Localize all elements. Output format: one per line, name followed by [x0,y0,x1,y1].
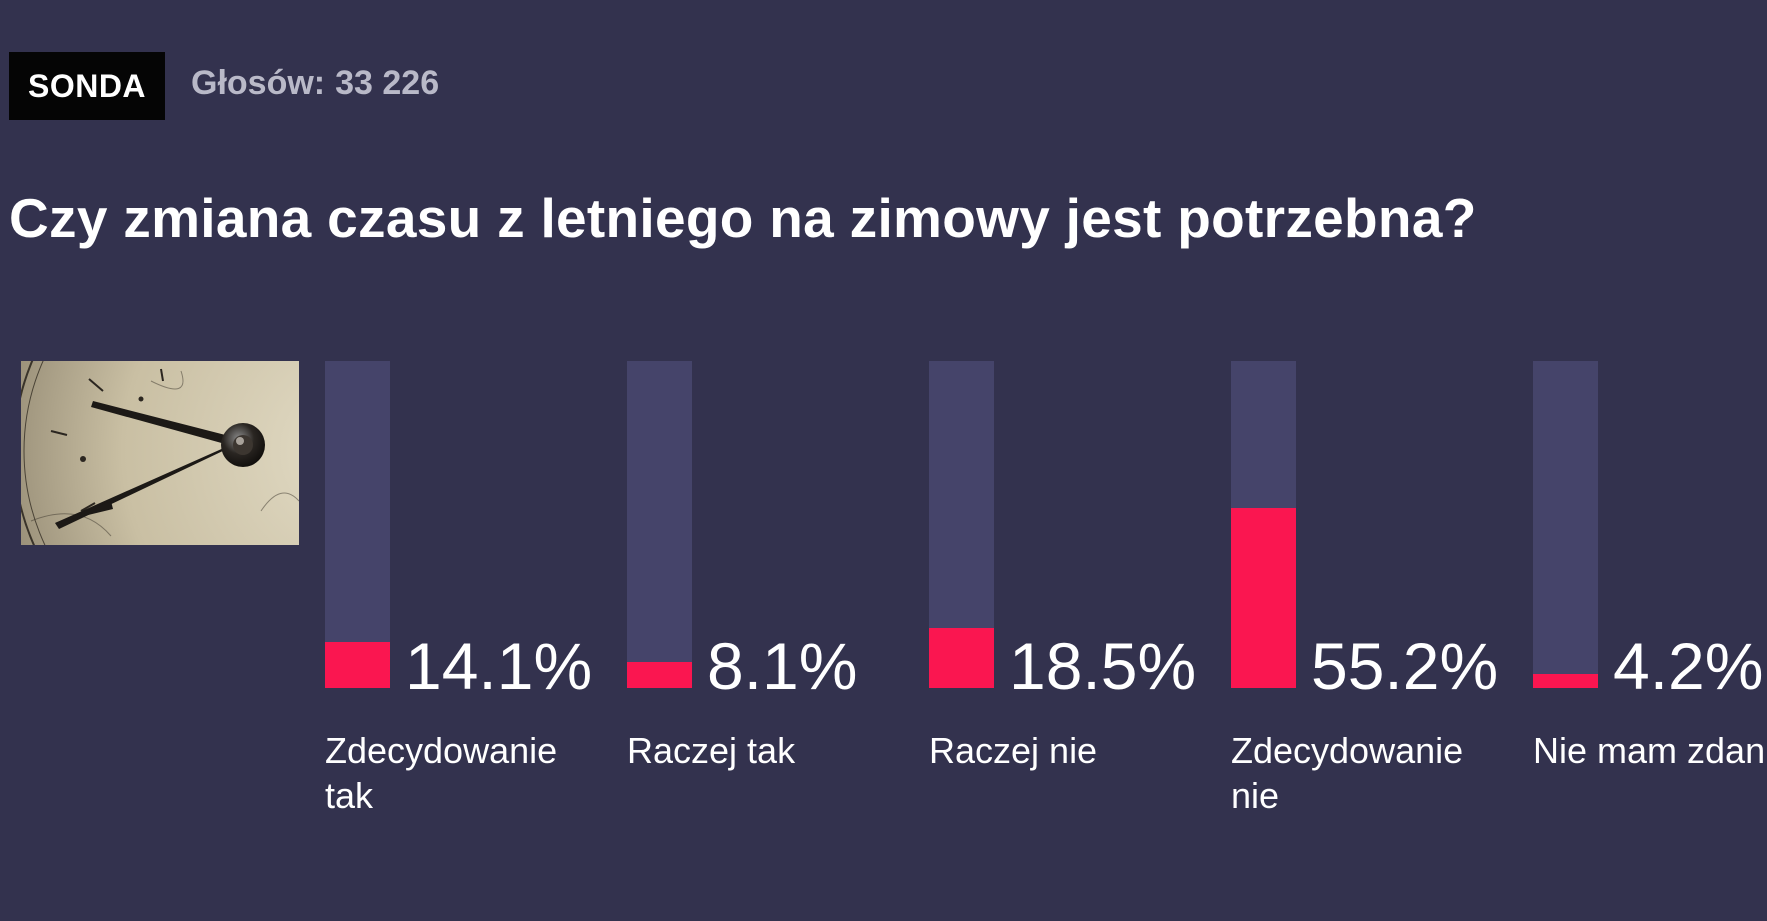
category-label: Zdecydowanie nie [1231,730,1464,816]
value-label: 14.1% [405,629,593,703]
bar-fill [1231,507,1296,688]
category-label: Raczej nie [929,730,1098,771]
bar-track [325,361,390,688]
category-label: Zdecydowanie tak [325,730,558,816]
bar-track [1231,361,1296,688]
bar-track [1533,361,1598,688]
votes-count: Głosów: 33 226 [191,64,449,103]
category-label: Nie mam zdania [1533,730,1767,771]
value-label: 55.2% [1311,629,1499,703]
votes-label: Głosów: [191,64,326,102]
value-label: 18.5% [1009,629,1197,703]
bar-fill [627,661,692,688]
poll-badge: SONDA [9,52,165,120]
bar-track [627,361,692,688]
clock-photo [21,361,299,545]
bar-fill [1533,674,1598,688]
bar-fill [325,641,390,688]
value-label: 4.2% [1613,629,1764,703]
votes-number: 33 226 [335,64,440,102]
bar-track [929,361,994,688]
value-label: 8.1% [707,629,858,703]
poll-question: Czy zmiana czasu z letniego na zimowy je… [9,187,1477,249]
bar-fill [929,627,994,688]
category-label: Raczej tak [627,730,796,771]
